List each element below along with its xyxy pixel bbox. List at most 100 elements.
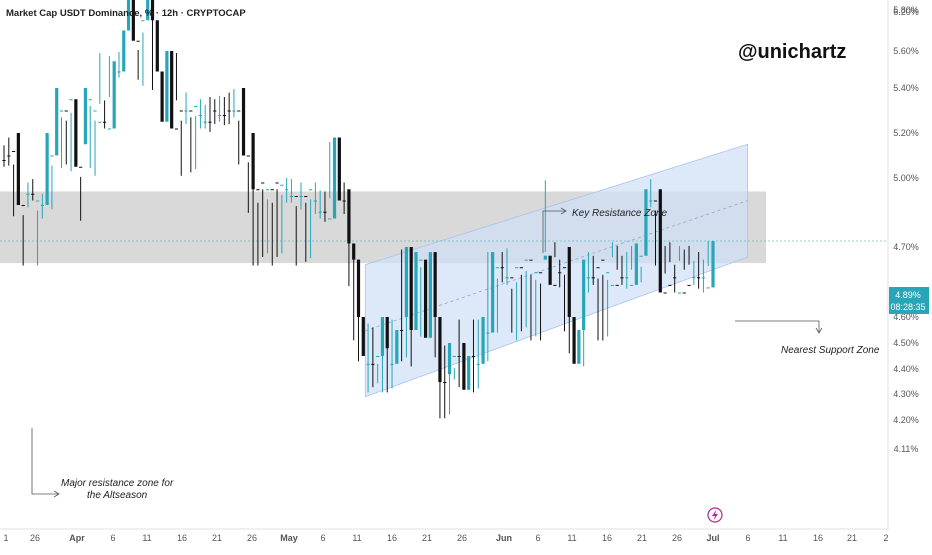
candle-body [174, 128, 179, 130]
candle-body [562, 267, 567, 269]
candle-body [534, 272, 538, 274]
candle-body [347, 189, 351, 244]
candle-body [481, 317, 485, 364]
y-tick-label: 4.70% [893, 242, 919, 252]
x-tick-label: 21 [212, 533, 222, 543]
last-price-label: 4.89% [895, 290, 921, 300]
candle-body [285, 189, 289, 191]
candle-body [141, 20, 145, 22]
candle-body [706, 287, 710, 289]
key-resistance-arrowhead [560, 207, 567, 215]
candle-body [294, 196, 298, 197]
candle-body [103, 121, 107, 123]
candle-body [246, 155, 250, 157]
nearest-support-arrowhead [815, 327, 823, 334]
candle-body [189, 110, 193, 112]
time-axis[interactable]: 1 26 Apr 6 11 16 21 26 May 6 11 16 21 26 Jun 6 11 16 21 26 J… [3, 533, 888, 543]
candle-body [529, 259, 533, 261]
candle-body [476, 363, 480, 365]
candle-body [198, 115, 203, 116]
candle-body [510, 277, 514, 279]
candle-body [98, 121, 102, 123]
candle-body [79, 166, 83, 168]
candle-body [586, 277, 591, 279]
candle-body [438, 317, 442, 382]
candle-body [122, 30, 126, 72]
candle-body [323, 211, 327, 213]
lightning-icon[interactable] [707, 507, 723, 523]
candle-body [342, 200, 346, 202]
candle-body [313, 200, 317, 202]
candle-body [265, 189, 270, 191]
y-tick-label: 4.20% [893, 415, 919, 425]
candle-body [112, 61, 116, 129]
candle-body [414, 252, 418, 330]
candle-body [629, 284, 634, 286]
candle-body [74, 99, 78, 167]
candle-body [194, 106, 198, 107]
candle-body [404, 247, 409, 317]
candle-body [256, 189, 260, 191]
candle-body [639, 255, 643, 257]
candle-body [428, 252, 432, 338]
candle-body [64, 110, 68, 112]
candle-body [26, 193, 30, 195]
candle-body [237, 110, 241, 112]
candle-body [380, 317, 385, 356]
candle-body [117, 71, 121, 73]
candle-body [591, 277, 595, 279]
y-tick-label: 4.30% [893, 389, 919, 399]
candle-body [701, 277, 706, 279]
candle-body [222, 115, 226, 116]
candle-body [433, 252, 437, 317]
candle-body [126, 0, 131, 31]
candle-body [31, 193, 35, 195]
candle-body [131, 0, 135, 41]
candle-body [21, 205, 25, 206]
x-tick-label: 16 [177, 533, 187, 543]
candle-body [213, 110, 217, 112]
candle-body [601, 259, 605, 261]
candle-body [500, 267, 504, 269]
candle-body [620, 277, 624, 279]
x-tick-label: Jun [496, 533, 512, 543]
candle-body [505, 277, 509, 279]
candle-body [644, 189, 648, 256]
y-tick-label: 5.80% [893, 5, 919, 15]
price-axis[interactable]: 6.20%6.00%5.80%5.60%5.40%5.20%5.00%4.70%… [893, 0, 919, 454]
candle-body [241, 88, 246, 156]
candle-body [543, 255, 547, 260]
x-tick-label: 26 [247, 533, 257, 543]
candle-body [270, 189, 274, 191]
ascending-channel [364, 143, 748, 398]
x-tick-label: May [280, 533, 298, 543]
candle-body [495, 267, 500, 269]
x-tick-label: 16 [387, 533, 397, 543]
candle-body [45, 133, 49, 205]
candle-body [352, 243, 356, 260]
candle-body [146, 0, 150, 21]
x-tick-label: 26 [30, 533, 40, 543]
candle-body [658, 189, 662, 293]
candle-body [7, 155, 11, 157]
candle-body [332, 137, 337, 219]
candle-body [558, 272, 562, 274]
candle-body [649, 200, 653, 202]
candle-body [447, 343, 452, 375]
candle-body [548, 255, 552, 285]
x-tick-label: 21 [422, 533, 432, 543]
candle-body [596, 267, 600, 269]
x-tick-label: 21 [847, 533, 857, 543]
candle-body [687, 284, 691, 286]
candle-body [318, 211, 322, 213]
candle-body [572, 317, 576, 364]
candle-body [634, 243, 638, 285]
candle-body [16, 133, 20, 205]
candle-body [567, 247, 571, 317]
altseason-zone-label-line2: the Altseason [87, 490, 148, 501]
x-tick-label: 26 [457, 533, 467, 543]
candle-body [55, 88, 59, 156]
candle-body [170, 51, 174, 129]
